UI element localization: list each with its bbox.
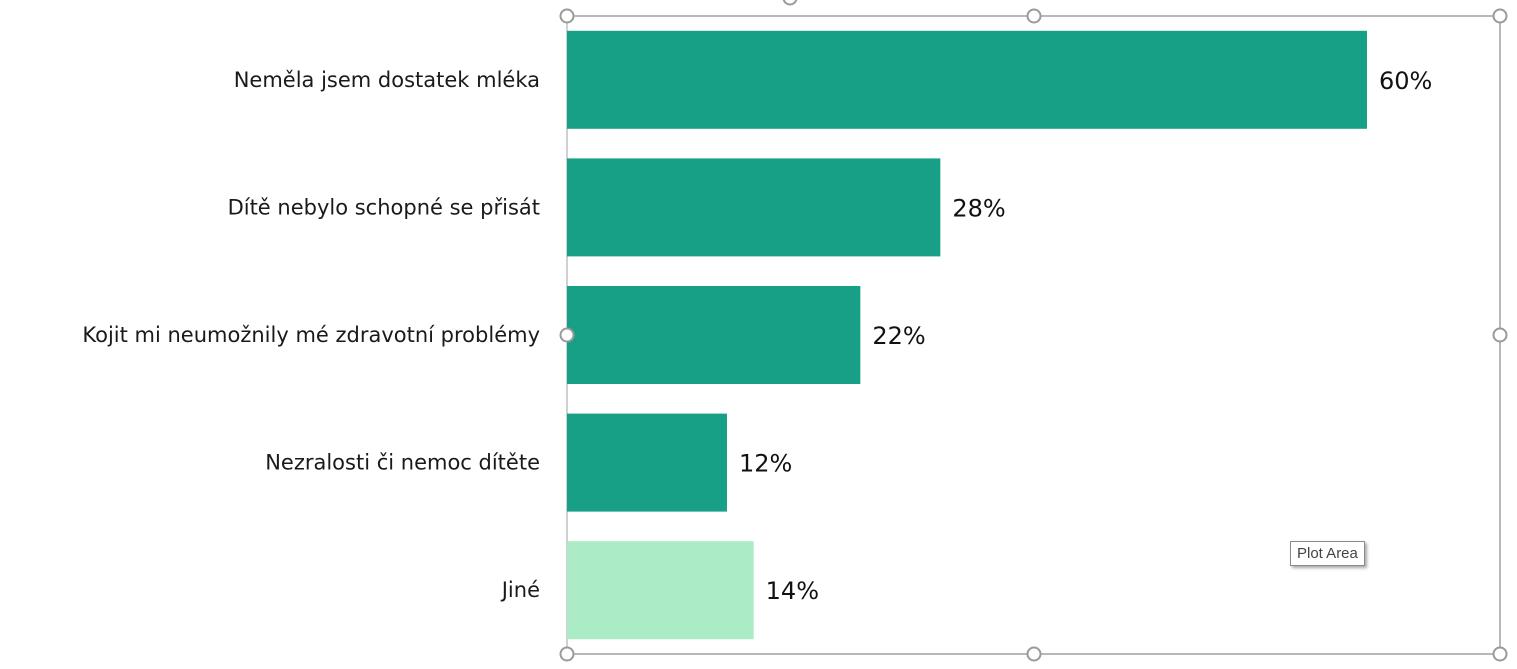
resize-handle-1[interactable] bbox=[559, 8, 575, 24]
bar-1 bbox=[567, 30, 1367, 129]
resize-handle-6[interactable] bbox=[559, 646, 575, 662]
bar-2 bbox=[567, 158, 941, 257]
data-label-4: 12% bbox=[739, 450, 792, 478]
resize-handle-5[interactable] bbox=[1492, 327, 1508, 343]
data-label-3: 22% bbox=[872, 322, 925, 350]
resize-handle-3[interactable] bbox=[1492, 8, 1508, 24]
resize-handle-8[interactable] bbox=[1492, 646, 1508, 662]
category-labels: Neměla jsem dostatek mléka Dítě nebylo sc… bbox=[82, 68, 540, 602]
resize-handle-4[interactable] bbox=[559, 327, 575, 343]
data-label-1: 60% bbox=[1379, 67, 1432, 95]
selection-handles[interactable] bbox=[559, 0, 1508, 662]
data-label-2: 28% bbox=[952, 194, 1005, 222]
plot-area-tooltip: Plot Area bbox=[1290, 541, 1365, 566]
resize-handle-7[interactable] bbox=[1026, 646, 1042, 662]
bar-5 bbox=[567, 541, 754, 640]
resize-handle-2[interactable] bbox=[1026, 8, 1042, 24]
data-label-5: 14% bbox=[766, 577, 819, 605]
bar-3 bbox=[567, 286, 861, 384]
category-label-2: Dítě nebylo schopné se přisát bbox=[228, 195, 540, 219]
category-label-1: Neměla jsem dostatek mléka bbox=[234, 68, 540, 92]
category-label-5: Jiné bbox=[500, 578, 540, 602]
bars bbox=[567, 30, 1367, 640]
bar-4 bbox=[567, 413, 727, 512]
category-label-3: Kojit mi neumožnily mé zdravotní problém… bbox=[82, 323, 540, 347]
data-labels: 60% 28% 22% 12% 14% bbox=[739, 67, 1432, 605]
category-label-4: Nezralosti či nemoc dítěte bbox=[265, 451, 540, 475]
resize-handle-9[interactable] bbox=[782, 0, 798, 6]
